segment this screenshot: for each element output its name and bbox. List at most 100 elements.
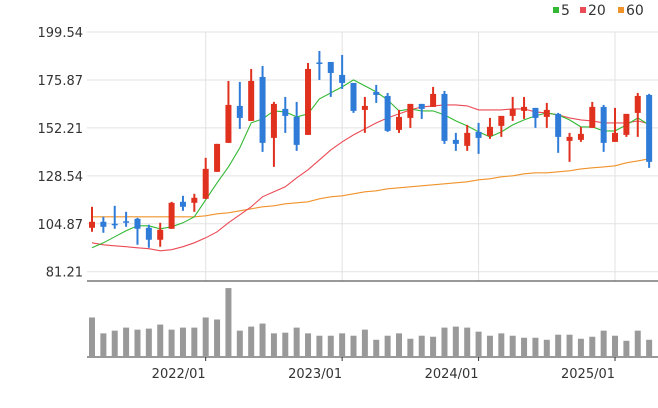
ma60-line <box>92 158 650 218</box>
volume-bar <box>589 336 596 357</box>
volume-bar <box>577 338 584 357</box>
candle-down <box>179 195 186 211</box>
volume-bar <box>350 335 357 357</box>
x-axis: 2022/01 2023/01 2024/01 2025/01 <box>152 357 616 382</box>
candle-body <box>305 68 312 135</box>
candle-body <box>464 132 471 146</box>
volume-bar <box>179 327 186 357</box>
candle-up <box>634 92 641 137</box>
candles <box>89 50 653 248</box>
volume-bar <box>157 324 164 357</box>
volume-bar <box>634 330 641 357</box>
candle-down <box>145 224 152 248</box>
volume-bars <box>89 288 653 357</box>
candle-body <box>623 113 630 135</box>
candle-body <box>168 202 175 229</box>
candle-body <box>327 61 334 73</box>
candle-down <box>282 96 289 133</box>
volume-bar <box>339 333 346 357</box>
candle-up <box>248 68 255 121</box>
candle-down <box>555 112 562 153</box>
candle-down <box>123 211 130 227</box>
candle-up <box>407 103 414 128</box>
candle-body <box>612 132 619 142</box>
candle-body <box>509 108 516 116</box>
volume-bar <box>282 332 289 357</box>
candle-down <box>236 81 243 129</box>
candle-body <box>270 103 277 138</box>
candle-up <box>395 109 402 133</box>
legend: 5 20 60 <box>553 3 644 19</box>
volume-bar <box>134 329 141 357</box>
volume-bar <box>555 334 562 357</box>
candle-body <box>384 95 391 131</box>
candle-down <box>452 132 459 151</box>
y-tick-label: 152.21 <box>38 122 84 137</box>
volume-bar <box>407 338 414 357</box>
candle-body <box>214 143 221 172</box>
x-tick-label: 2022/01 <box>152 367 206 382</box>
candle-body <box>600 106 607 143</box>
legend-label-ma60: 60 <box>626 3 644 19</box>
grid <box>87 31 658 358</box>
candle-body <box>441 93 448 141</box>
candle-up <box>498 115 505 137</box>
ma5-line <box>91 79 650 249</box>
volume-bar <box>646 339 653 357</box>
candle-up <box>464 124 471 151</box>
candle-body <box>350 82 357 111</box>
candle-up <box>157 222 164 247</box>
candle-down <box>316 50 323 80</box>
candle-up <box>612 107 619 142</box>
candle-down <box>259 65 266 152</box>
volume-bar <box>418 335 425 357</box>
volume-bar <box>316 335 323 357</box>
candle-up <box>577 126 584 142</box>
candle-body <box>486 126 493 136</box>
volume-bar <box>100 333 107 357</box>
candle-body <box>395 116 402 130</box>
candle-body <box>225 104 232 143</box>
candle-up <box>543 102 550 128</box>
candle-body <box>532 107 539 118</box>
candle-up <box>589 101 596 128</box>
volume-bar <box>532 337 539 357</box>
volume-bar <box>521 337 528 357</box>
candle-body <box>236 105 243 118</box>
candle-body <box>577 133 584 140</box>
x-tick-label: 2023/01 <box>288 367 342 382</box>
candle-down <box>384 92 391 132</box>
candle-body <box>339 74 346 83</box>
y-tick-label: 81.21 <box>46 266 83 281</box>
candle-up <box>89 206 95 232</box>
candle-up <box>191 193 198 212</box>
volume-bar <box>361 329 368 357</box>
volume-bar <box>123 327 130 357</box>
candle-up <box>225 80 232 143</box>
volume-bar <box>305 333 312 357</box>
candle-body <box>89 221 95 228</box>
candle-up <box>214 143 221 172</box>
candle-down <box>134 217 141 245</box>
volume-bar <box>111 330 118 357</box>
x-tick-label: 2025/01 <box>561 367 615 382</box>
volume-bar <box>509 335 516 357</box>
candle-up <box>521 96 528 119</box>
volume-bar <box>168 329 175 357</box>
volume-bar <box>441 327 448 357</box>
volume-bar <box>248 326 255 357</box>
candle-up <box>202 157 209 199</box>
candle-down <box>532 107 539 128</box>
candle-down <box>293 101 300 151</box>
candle-down <box>441 90 448 144</box>
candle-body <box>111 223 118 226</box>
candle-up <box>509 96 516 121</box>
candle-body <box>521 106 528 111</box>
candle-up <box>566 132 573 162</box>
candle-body <box>316 62 323 64</box>
volume-bar <box>395 333 402 357</box>
candle-down <box>327 61 334 97</box>
candle-body <box>191 197 198 203</box>
candle-body <box>100 221 107 227</box>
